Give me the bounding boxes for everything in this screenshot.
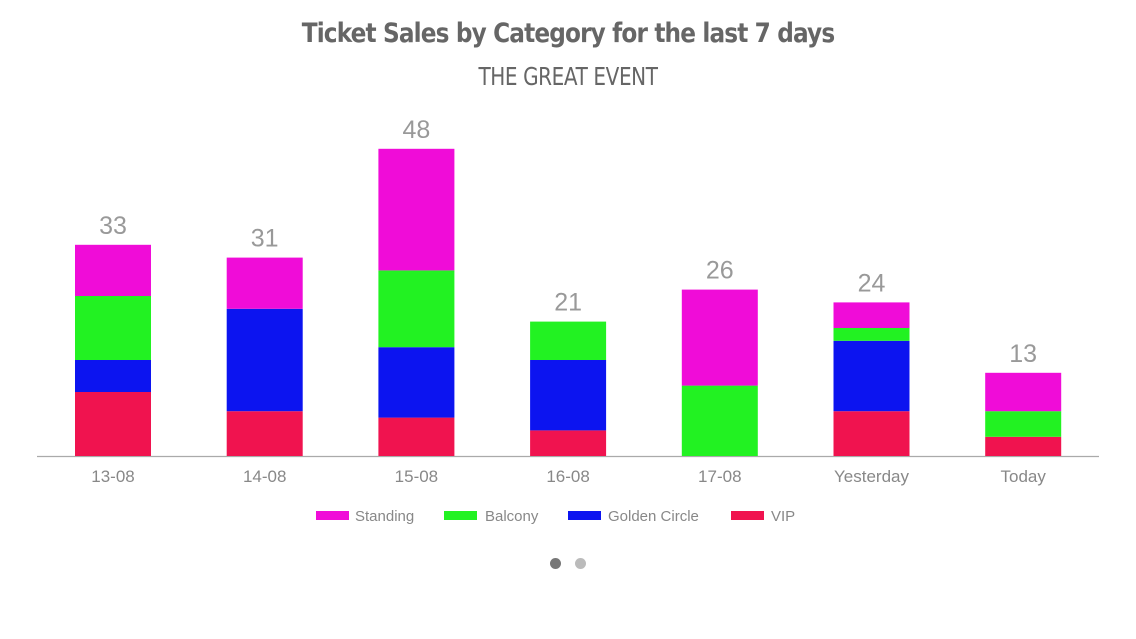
x-tick-label: 14-08 <box>243 467 286 486</box>
legend-label-standing: Standing <box>355 508 414 525</box>
bar-segment-balcony <box>985 411 1062 437</box>
stacked-bar-chart: 33 13-08 31 14-08 48 15-08 21 16-08 26 17-08 24 Yes… <box>37 116 1099 525</box>
bar-segment-standing <box>985 372 1062 412</box>
bar-segment-vip <box>833 411 910 456</box>
bar-total-label: 48 <box>402 116 430 144</box>
page-indicator <box>550 558 586 569</box>
chart-subtitle: THE GREAT EVENT <box>478 62 658 91</box>
x-tick-label: 17-08 <box>698 467 741 486</box>
legend-label-vip: VIP <box>771 508 795 525</box>
bar-segment-golden-circle <box>226 308 303 412</box>
legend-swatch-balcony <box>444 511 477 520</box>
bar-segment-vip <box>378 417 455 456</box>
bar-segment-standing <box>681 289 758 386</box>
bar-total-label: 21 <box>554 289 582 317</box>
chart-title: Ticket Sales by Category for the last 7 … <box>301 18 835 49</box>
x-tick-label: Today <box>1001 467 1047 486</box>
bar-segment-standing <box>833 302 910 328</box>
bar-segment-golden-circle <box>833 340 910 412</box>
legend-swatch-vip <box>731 511 764 520</box>
page-dot-2[interactable] <box>575 558 586 569</box>
bar-segment-balcony <box>75 296 151 360</box>
bar-segment-balcony <box>530 321 607 360</box>
bar-total-label: 24 <box>858 269 886 297</box>
bar-segment-vip <box>75 392 151 456</box>
x-tick-label: 15-08 <box>395 467 438 486</box>
x-tick-label: 16-08 <box>546 467 589 486</box>
bar-segment-vip <box>530 430 607 456</box>
legend-label-golden-circle: Golden Circle <box>608 508 699 525</box>
legend-swatch-golden-circle <box>568 511 601 520</box>
bar-segment-vip <box>985 436 1062 456</box>
x-tick-label: Yesterday <box>834 467 909 486</box>
bar-segment-golden-circle <box>378 347 455 418</box>
bar-segment-balcony <box>378 270 455 348</box>
legend-swatch-standing <box>316 511 349 520</box>
bar-total-label: 31 <box>251 225 279 253</box>
bar-segment-golden-circle <box>75 360 151 392</box>
page-dot-1[interactable] <box>550 558 561 569</box>
x-tick-label: 13-08 <box>91 467 134 486</box>
bar-total-label: 26 <box>706 257 734 285</box>
bar-total-label: 13 <box>1009 340 1037 368</box>
bar-segment-standing <box>226 257 303 309</box>
bar-segment-vip <box>226 411 303 456</box>
legend-label-balcony: Balcony <box>485 508 539 525</box>
bar-segment-standing <box>75 244 151 296</box>
bar-total-label: 33 <box>99 212 127 240</box>
bar-segment-golden-circle <box>530 360 607 431</box>
bar-segment-standing <box>378 148 455 271</box>
bar-segment-balcony <box>681 385 758 456</box>
bar-segment-balcony <box>833 328 910 341</box>
